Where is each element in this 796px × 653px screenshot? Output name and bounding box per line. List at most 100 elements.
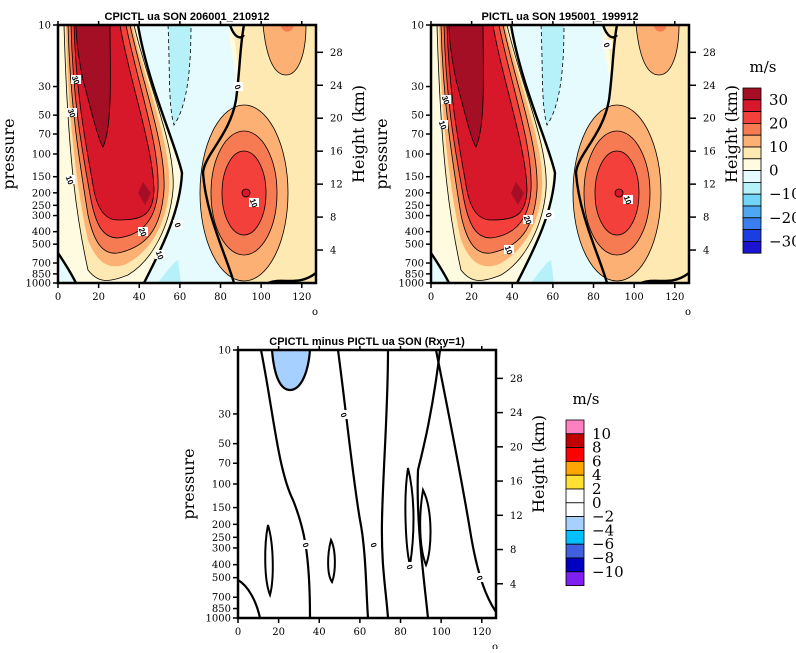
x-tick-label: 40	[133, 292, 146, 303]
y-tick-label: 700	[405, 259, 424, 270]
height-tick-label: 28	[703, 48, 716, 59]
colorbar-label: −8	[592, 549, 614, 567]
y-tick-label: 70	[38, 130, 51, 141]
colorbar-label: −30	[769, 232, 796, 250]
contour-line	[404, 467, 415, 566]
contour-label-bg	[339, 410, 349, 419]
y-tick-label: 400	[32, 227, 51, 238]
y-tick-label: 30	[411, 82, 424, 93]
y-tick-label: 150	[32, 172, 51, 183]
contour-label-bg	[602, 40, 612, 49]
contour-label: 30	[66, 107, 78, 119]
contour-label-bg	[504, 245, 514, 254]
contour-label-bg	[438, 120, 448, 129]
contour-label: 10	[248, 197, 260, 209]
contour-label: 0	[405, 564, 415, 572]
contour-line	[238, 579, 262, 618]
x-tick-label: 20	[92, 292, 105, 303]
contour-line	[416, 350, 442, 618]
x-tick-label: 80	[214, 292, 227, 303]
y-tick-label: 1000	[26, 279, 51, 290]
height-tick-label: 8	[703, 213, 709, 224]
height-tick-label: 8	[510, 545, 516, 556]
corner-mark: o	[492, 642, 498, 649]
x-tick-label: 60	[174, 292, 187, 303]
corner-mark: o	[312, 307, 318, 318]
height-tick-label: 20	[510, 442, 523, 453]
y-tick-label: 150	[405, 172, 424, 183]
colorbar-box	[565, 557, 585, 573]
y-tick-label: 10	[411, 21, 424, 32]
contour-label: 10	[437, 119, 449, 131]
y-tick-label: 70	[411, 130, 424, 141]
chart-title: CPICTL ua SON 206001_210912	[105, 11, 270, 23]
colorbar-label: −2	[592, 508, 614, 526]
colorbar-box	[742, 158, 762, 172]
x-tick-label: 0	[428, 292, 434, 303]
negative-region	[272, 350, 310, 390]
y-tick-label: 50	[218, 439, 231, 450]
colorbar-box	[742, 182, 762, 195]
y-tick-label: 850	[405, 269, 424, 280]
contour-label-bg	[369, 540, 379, 549]
height-tick-label: 28	[510, 374, 523, 385]
y-tick-label: 700	[32, 259, 51, 270]
colorbar-unit: m/s	[750, 58, 777, 76]
contour-label-bg	[475, 573, 485, 582]
y-axis-label: pressure	[372, 118, 391, 189]
colorbar-label: −20	[769, 209, 796, 227]
contour-label: 0	[475, 575, 485, 583]
contour-label-bg	[441, 95, 451, 104]
height-tick-label: 12	[510, 511, 523, 522]
height-tick-label: 24	[330, 81, 343, 92]
contour-label: 10	[64, 174, 76, 186]
x-tick-label: 80	[587, 292, 600, 303]
height-axis-label: Height (km)	[722, 85, 741, 183]
y-tick-label: 30	[218, 409, 231, 420]
y-axis-label: pressure	[0, 118, 18, 189]
height-tick-label: 16	[703, 147, 716, 158]
colorbar-box	[565, 543, 585, 559]
height-tick-label: 16	[510, 477, 523, 488]
colorbar-box	[565, 516, 585, 531]
contour-label-bg	[233, 82, 243, 91]
x-tick-label: 80	[394, 627, 407, 638]
colorbar-box	[565, 461, 585, 476]
contour-field	[431, 25, 689, 283]
contour-label-bg	[301, 540, 311, 549]
height-tick-label: 4	[703, 246, 709, 257]
height-axis-label: Height (km)	[349, 85, 368, 183]
plot-frame	[236, 348, 498, 620]
contour-label: 30	[440, 94, 452, 106]
y-tick-label: 300	[212, 543, 231, 554]
contour-label-bg	[155, 250, 165, 259]
colorbar-label: 6	[592, 452, 602, 470]
height-tick-label: 8	[330, 213, 336, 224]
contour-line	[419, 486, 432, 568]
x-tick-label: 0	[235, 627, 241, 638]
panel-difference: CPICTL minus PICTL ua SON (Rxy=1)0 20 40 60…	[179, 336, 548, 653]
contour-line	[327, 537, 336, 585]
x-tick-label: 100	[252, 292, 271, 303]
y-tick-label: 50	[411, 111, 424, 122]
colorbar-box	[565, 502, 585, 518]
y-tick-label: 10	[218, 346, 231, 357]
y-tick-label: 200	[32, 188, 51, 199]
colorbar-box	[565, 530, 585, 545]
y-tick-label: 70	[218, 459, 231, 470]
contour-label-bg	[544, 210, 554, 219]
contour-label-bg	[523, 215, 533, 224]
y-tick-label: 400	[212, 560, 231, 571]
contour-label-bg	[138, 227, 148, 236]
colorbar-label: 10	[592, 425, 611, 443]
colorbar-label: −6	[592, 535, 614, 553]
contour-label-bg	[65, 175, 75, 184]
chart-title: CPICTL minus PICTL ua SON (Rxy=1)	[269, 336, 465, 348]
colorbar-box	[742, 240, 762, 254]
x-tick-label: 120	[472, 627, 491, 638]
contour-line	[336, 350, 370, 618]
contour-label: 0	[339, 412, 349, 420]
